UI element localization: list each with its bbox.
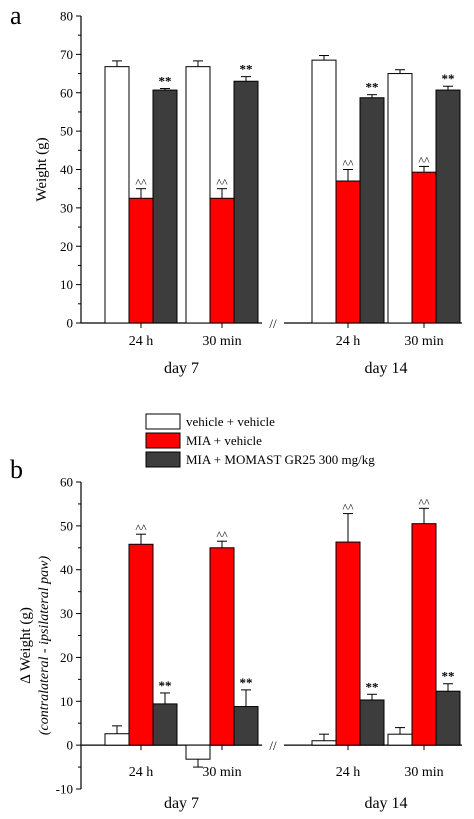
y-tick-label: 60 bbox=[60, 85, 73, 100]
x-tick-label: 24 h bbox=[129, 334, 154, 349]
y-tick-label: 10 bbox=[60, 277, 73, 292]
bar bbox=[209, 197, 235, 324]
significance-label: ** bbox=[442, 669, 455, 684]
group-label: day 14 bbox=[364, 795, 407, 812]
y-tick-label: 20 bbox=[60, 239, 73, 254]
panel-a-letter: a bbox=[10, 1, 22, 30]
bar bbox=[335, 180, 361, 324]
significance-label: ^^ bbox=[135, 176, 147, 190]
x-tick-label: 30 min bbox=[202, 334, 241, 349]
y-tick-label: 80 bbox=[60, 9, 73, 24]
legend-label: vehicle + vehicle bbox=[186, 414, 275, 429]
bar bbox=[233, 706, 259, 746]
y-tick-label: 60 bbox=[60, 475, 73, 490]
significance-label: ** bbox=[159, 678, 172, 693]
bar bbox=[152, 89, 178, 324]
axis-break-marker: // bbox=[269, 316, 277, 331]
significance-label: ** bbox=[442, 71, 455, 86]
significance-label: ** bbox=[159, 74, 172, 89]
axis-break-marker: // bbox=[269, 738, 277, 753]
x-tick-label: 24 h bbox=[129, 765, 154, 780]
bar bbox=[387, 733, 413, 746]
bar bbox=[411, 523, 437, 746]
bar bbox=[311, 740, 337, 746]
x-tick-label: 24 h bbox=[336, 765, 361, 780]
bar bbox=[411, 171, 437, 324]
significance-label: ^^ bbox=[418, 153, 430, 167]
y-tick-label: 0 bbox=[67, 316, 74, 331]
significance-label: ** bbox=[366, 80, 379, 95]
significance-label: ^^ bbox=[216, 176, 228, 190]
bar bbox=[335, 541, 361, 746]
panel-a-chart: // 0 10 20 30 40 50 60 70 80 Weight (g) 24 h 30 min 2… bbox=[34, 9, 462, 377]
bar bbox=[128, 543, 154, 746]
bar bbox=[233, 80, 259, 324]
y-tick-label: 50 bbox=[60, 124, 73, 139]
bar bbox=[435, 690, 461, 746]
bar bbox=[185, 66, 211, 324]
bar bbox=[435, 89, 461, 324]
y-axis-label: Weight (g) bbox=[34, 137, 50, 201]
significance-label: ** bbox=[240, 62, 253, 77]
significance-label: ^^ bbox=[342, 157, 354, 171]
bar bbox=[359, 699, 385, 746]
y-tick-label: 30 bbox=[60, 606, 73, 621]
legend-label: MIA + MOMAST GR25 300 mg/kg bbox=[186, 452, 375, 467]
y-tick-label: 40 bbox=[60, 162, 73, 177]
y-axis-label: Δ Weight (g) bbox=[18, 607, 34, 684]
significance-label: ^^ bbox=[342, 501, 354, 515]
bar bbox=[311, 59, 337, 324]
y-tick-label: 50 bbox=[60, 518, 73, 533]
x-tick-label: 24 h bbox=[336, 334, 361, 349]
group-label: day 7 bbox=[164, 360, 199, 377]
x-tick-label: 30 min bbox=[202, 765, 241, 780]
bar bbox=[104, 733, 130, 746]
significance-label: ^^ bbox=[216, 528, 228, 542]
bar bbox=[359, 97, 385, 324]
x-tick-label: 30 min bbox=[404, 334, 443, 349]
legend: vehicle + vehicle MIA + vehicle MIA + MOMA… bbox=[145, 413, 375, 468]
bar bbox=[185, 744, 211, 760]
significance-label: ** bbox=[240, 675, 253, 690]
y-tick-label: 70 bbox=[60, 47, 73, 62]
significance-label: ^^ bbox=[135, 521, 147, 535]
significance-label: ** bbox=[366, 679, 379, 694]
panel-b-letter: b bbox=[10, 455, 23, 484]
bar bbox=[209, 547, 235, 746]
y-tick-label: 0 bbox=[67, 738, 74, 753]
y-tick-label: 10 bbox=[60, 694, 73, 709]
bar bbox=[104, 66, 130, 324]
legend-label: MIA + vehicle bbox=[186, 433, 262, 448]
bar bbox=[152, 703, 178, 746]
x-tick-label: 30 min bbox=[404, 765, 443, 780]
y-tick-label: -10 bbox=[56, 782, 73, 797]
group-label: day 14 bbox=[364, 360, 407, 377]
y-tick-label: 20 bbox=[60, 650, 73, 665]
legend-swatch bbox=[145, 451, 181, 468]
bar bbox=[128, 197, 154, 324]
y-tick-label: 30 bbox=[60, 200, 73, 215]
group-label: day 7 bbox=[164, 795, 199, 812]
bar bbox=[387, 73, 413, 324]
panel-b-chart: // -10 0 10 20 30 40 50 60 Δ Weight (g) (contralat… bbox=[18, 475, 462, 812]
y-axis-sublabel: (contralateral - ipsilateral paw) bbox=[37, 556, 52, 736]
legend-swatch bbox=[145, 413, 181, 430]
y-tick-label: 40 bbox=[60, 562, 73, 577]
significance-label: ^^ bbox=[418, 495, 430, 509]
legend-swatch bbox=[145, 432, 181, 449]
